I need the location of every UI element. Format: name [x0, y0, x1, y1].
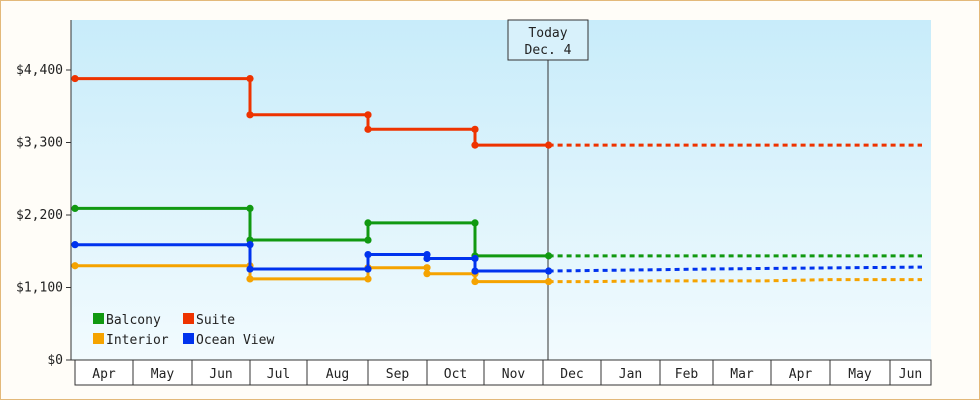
data-point-balcony	[471, 219, 479, 227]
data-point-interior	[71, 262, 79, 270]
y-tick-label: $3,300	[16, 136, 63, 151]
today-date-label: Dec. 4	[525, 43, 572, 58]
y-tick-label: $0	[47, 353, 63, 368]
data-point-suite	[364, 111, 372, 119]
x-tick-label: Nov	[502, 367, 526, 382]
data-point-interior	[423, 264, 431, 272]
y-tick-label: $1,100	[16, 281, 63, 296]
x-tick-label: Apr	[789, 367, 813, 382]
today-label: Today	[528, 26, 567, 41]
data-point-ocean-view	[71, 241, 79, 249]
data-point-ocean-view	[364, 250, 372, 259]
x-tick-label: Mar	[730, 367, 754, 382]
series-line-balcony	[75, 206, 549, 258]
forecast-line-interior	[548, 278, 922, 284]
y-tick-label: $2,200	[16, 208, 63, 223]
data-point-interior	[246, 275, 254, 283]
plot-background	[71, 20, 931, 360]
data-point-ocean-view	[471, 267, 479, 275]
data-point-suite	[246, 111, 254, 119]
x-tick-label: Jun	[899, 367, 922, 382]
data-point-suite	[471, 125, 479, 133]
legend-label-interior: Interior	[106, 333, 169, 348]
data-point-interior	[471, 277, 479, 286]
legend-swatch-interior	[93, 333, 104, 344]
x-axis-band	[74, 359, 932, 386]
data-point-balcony	[246, 204, 254, 213]
data-point-suite	[71, 74, 79, 83]
data-point-interior	[423, 270, 431, 278]
x-tick-label: Dec	[560, 367, 583, 382]
x-tick-label: Sep	[386, 367, 410, 382]
x-tick-label: Feb	[675, 367, 699, 382]
x-tick-label: May	[848, 367, 872, 382]
data-point-interior	[364, 275, 372, 283]
x-tick-label: Jan	[619, 367, 642, 382]
legend-label-suite: Suite	[196, 313, 235, 328]
today-box	[507, 19, 589, 61]
x-tick-label: Oct	[444, 367, 467, 382]
series-line-ocean-view	[75, 243, 549, 273]
data-point-ocean-view	[471, 254, 479, 263]
data-point-balcony	[71, 204, 79, 213]
x-tick-label: May	[151, 367, 175, 382]
legend-swatch-ocean-view	[183, 333, 194, 344]
legend-swatch-balcony	[93, 313, 104, 324]
data-point-suite	[471, 141, 479, 149]
data-point-suite	[364, 125, 372, 133]
x-tick-label: Aug	[326, 367, 349, 382]
legend-swatch-suite	[183, 313, 194, 324]
data-point-ocean-view	[364, 265, 372, 273]
data-point-balcony	[364, 219, 372, 227]
x-tick-label: Jul	[267, 367, 290, 382]
data-point-ocean-view	[423, 254, 431, 263]
legend-label-balcony: Balcony	[106, 313, 161, 328]
y-tick-label: $4,400	[16, 63, 63, 78]
legend-label-ocean-view: Ocean View	[196, 333, 274, 348]
data-point-balcony	[364, 236, 372, 244]
forecast-line-ocean-view	[548, 265, 923, 273]
data-point-ocean-view	[246, 241, 254, 249]
data-point-ocean-view	[246, 265, 254, 273]
data-point-suite	[246, 74, 254, 83]
x-tick-label: Jun	[209, 367, 232, 382]
x-tick-label: Apr	[92, 367, 116, 382]
